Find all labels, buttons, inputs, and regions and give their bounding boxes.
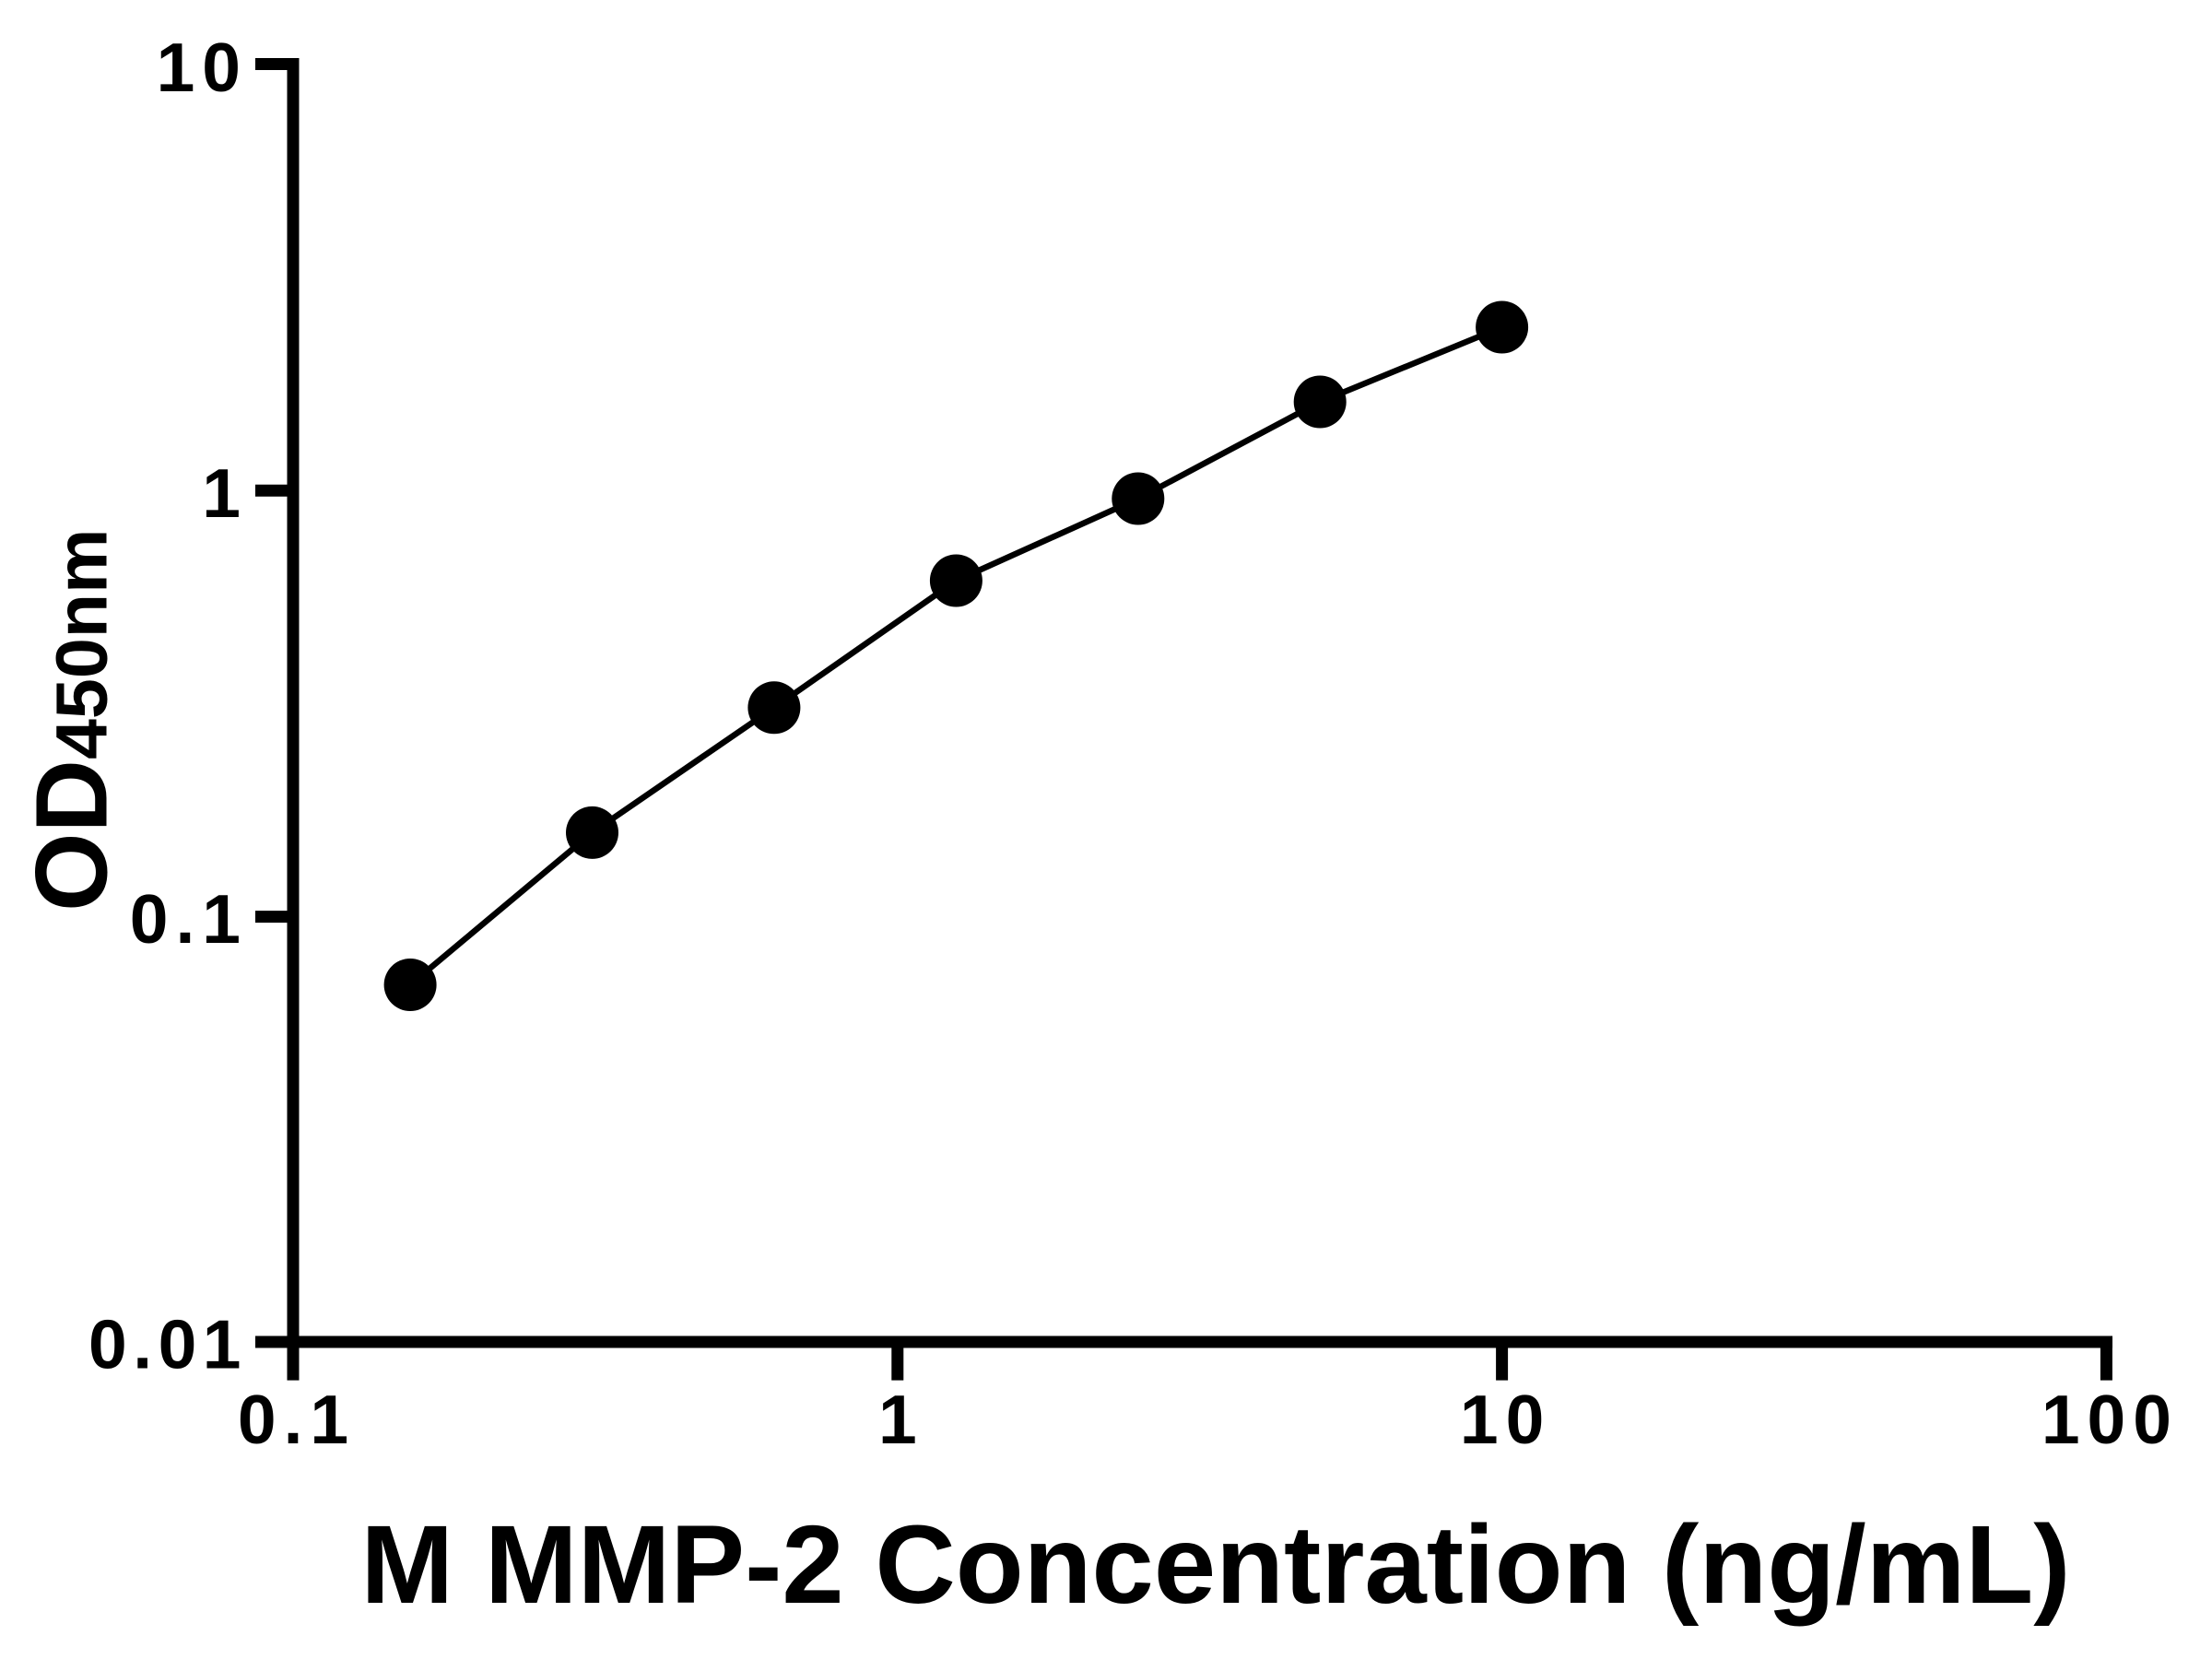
svg-text:100: 100 [2041,1381,2179,1458]
svg-text:M MMP-2 Concentration (ng/mL): M MMP-2 Concentration (ng/mL) [360,1501,2070,1627]
svg-text:0.1: 0.1 [130,880,248,958]
svg-text:1: 1 [202,454,248,532]
svg-text:0.1: 0.1 [238,1381,356,1458]
svg-text:0.01: 0.01 [88,1306,247,1383]
svg-text:10: 10 [1460,1381,1551,1458]
svg-text:10: 10 [157,29,248,106]
svg-text:1: 1 [878,1381,924,1458]
